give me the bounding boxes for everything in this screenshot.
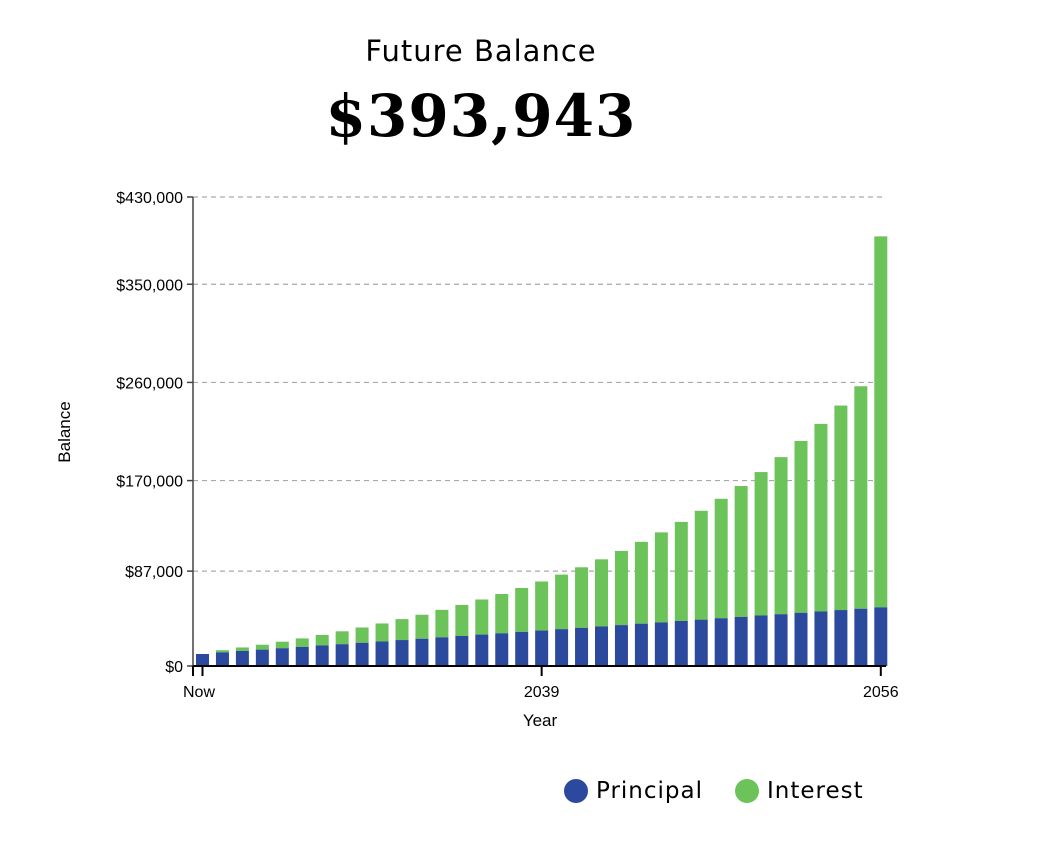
x-tick-label: 2056 (863, 684, 899, 701)
interest-bar (535, 581, 549, 631)
principal-bar (794, 612, 808, 666)
principal-bar (595, 626, 608, 666)
principal-bar (874, 607, 888, 666)
interest-bar (395, 619, 409, 641)
y-tick-label: $430,000 (116, 190, 183, 207)
principal-bar (395, 640, 409, 666)
future-balance-value: $393,943 (325, 82, 637, 150)
principal-bar (196, 654, 209, 666)
interest-bar (515, 588, 529, 632)
grid-lines (193, 196, 885, 572)
x-tick-label: 2039 (524, 684, 560, 701)
interest-bar (295, 638, 309, 647)
principal-bar (634, 623, 648, 666)
legend-item-interest: Interest (735, 778, 864, 804)
principal-bar (315, 645, 329, 666)
principal-bar (814, 611, 828, 666)
future-balance-label: Future Balance (365, 34, 597, 68)
legend: Principal Interest (564, 778, 896, 804)
interest-bar (794, 440, 808, 613)
principal-bar (614, 625, 628, 666)
principal-bar (495, 633, 509, 666)
y-tick-label: $260,000 (116, 375, 183, 392)
principal-bar (834, 610, 848, 666)
principal-bar (355, 642, 369, 666)
principal-bar (335, 644, 349, 666)
y-axis-title: Balance (55, 401, 74, 462)
interest-bar (215, 650, 229, 653)
principal-bar (295, 646, 309, 666)
principal-bar (235, 650, 249, 666)
y-tick-label: $87,000 (125, 564, 183, 581)
interest-bar (475, 599, 489, 635)
principal-bar (854, 608, 868, 666)
y-tick-label: $0 (165, 659, 183, 676)
principal-bar (734, 616, 748, 666)
legend-item-principal: Principal (564, 778, 703, 804)
tick-labels: $0 $87,000 $170,000 $260,000 $350,000 $430,00… (116, 190, 898, 701)
interest-bar (495, 594, 509, 634)
interest-bar (415, 614, 429, 639)
interest-bar (674, 521, 688, 621)
legend-label-principal: Principal (596, 778, 704, 804)
interest-bar (814, 423, 828, 612)
principal-bar (215, 652, 229, 666)
principal-bar (255, 649, 269, 666)
y-tick-label: $170,000 (116, 474, 183, 491)
principal-bar (375, 641, 389, 666)
principal-bar (714, 618, 728, 666)
interest-bar (874, 236, 888, 608)
legend-label-interest: Interest (767, 778, 864, 804)
interest-bar (654, 532, 668, 623)
principal-bar (774, 614, 788, 666)
interest-bar (255, 644, 269, 650)
interest-bar (315, 634, 329, 646)
interest-bar (575, 567, 589, 628)
interest-swatch-icon (735, 779, 760, 803)
principal-bar (654, 622, 668, 666)
interest-bar (854, 386, 868, 609)
principal-bar (455, 636, 469, 666)
principal-bar (575, 627, 589, 666)
principal-bar (475, 634, 489, 666)
principal-bar (754, 615, 768, 666)
interest-bar (435, 609, 449, 638)
y-tick-label: $350,000 (116, 277, 183, 294)
interest-bar (754, 472, 768, 616)
principal-bar (694, 619, 708, 666)
interest-bar (595, 559, 608, 627)
bars (196, 236, 888, 666)
interest-bar (734, 486, 748, 617)
interest-bar (335, 631, 349, 645)
interest-bar (634, 541, 648, 624)
interest-bar (714, 498, 728, 619)
principal-bar (275, 648, 289, 666)
interest-bar (355, 627, 369, 643)
interest-bar (774, 457, 788, 615)
interest-bar (614, 550, 628, 626)
interest-bar (555, 574, 569, 630)
interest-bar (235, 647, 249, 651)
x-axis-title: Year (523, 711, 558, 730)
principal-bar (555, 629, 569, 666)
axes (187, 196, 886, 676)
principal-bar (415, 638, 429, 666)
principal-bar (535, 630, 549, 666)
principal-bar (435, 637, 449, 666)
principal-bar (515, 631, 529, 666)
interest-bar (834, 405, 848, 611)
principal-swatch-icon (564, 779, 588, 803)
interest-bar (375, 623, 389, 642)
x-tick-label: Now (183, 684, 215, 701)
interest-bar (275, 641, 289, 649)
principal-bar (674, 620, 688, 666)
interest-bar (694, 510, 708, 620)
interest-bar (455, 604, 469, 637)
